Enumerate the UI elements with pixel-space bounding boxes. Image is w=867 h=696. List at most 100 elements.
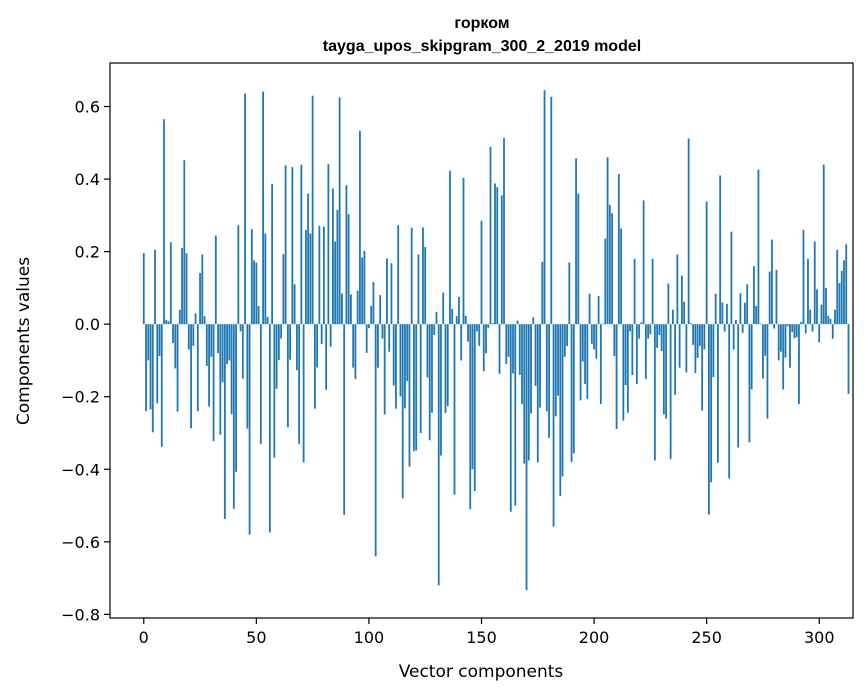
bar-173 — [532, 317, 535, 325]
bar-112 — [395, 324, 397, 409]
bar-167 — [518, 324, 521, 375]
bar-3 — [149, 324, 152, 410]
bar-4 — [151, 324, 154, 433]
bar-247 — [699, 324, 701, 346]
bar-292 — [800, 322, 803, 325]
bar-265 — [739, 293, 742, 325]
bar-154 — [489, 146, 492, 325]
bar-230 — [660, 324, 663, 352]
bar-242 — [687, 138, 690, 325]
bar-221 — [640, 322, 643, 325]
bar-259 — [726, 303, 728, 325]
bar-189 — [568, 262, 571, 325]
bar-252 — [710, 324, 713, 483]
bar-series — [142, 90, 850, 591]
bar-206 — [606, 157, 609, 325]
bar-312 — [845, 244, 848, 325]
bar-256 — [719, 175, 722, 325]
bar-264 — [737, 324, 740, 448]
bar-241 — [685, 324, 688, 373]
x-tick-label: 150 — [466, 628, 497, 647]
bar-307 — [834, 309, 836, 325]
bar-89 — [343, 324, 346, 515]
bar-226 — [651, 258, 654, 325]
bar-181 — [550, 96, 553, 325]
x-axis: 0 50 100 150 200 250 300 — [139, 618, 835, 647]
bar-77 — [316, 324, 319, 368]
bar-119 — [410, 227, 413, 325]
bar-71 — [302, 324, 305, 463]
bar-311 — [843, 260, 845, 325]
bar-73 — [307, 193, 310, 325]
bar-260 — [728, 324, 731, 479]
bar-55 — [266, 316, 269, 325]
bar-53 — [262, 91, 264, 325]
bar-287 — [789, 324, 791, 368]
bar-83 — [329, 324, 332, 347]
bar-44 — [241, 324, 244, 379]
bar-244 — [692, 324, 695, 345]
x-tick-label: 200 — [579, 628, 610, 647]
bar-149 — [478, 324, 481, 346]
bar-7 — [158, 324, 161, 357]
bar-178 — [543, 90, 546, 325]
bar-166 — [516, 320, 519, 325]
bar-75 — [311, 95, 314, 325]
bar-196 — [584, 324, 586, 385]
bar-203 — [599, 324, 602, 404]
bar-233 — [667, 283, 670, 325]
bar-294 — [804, 324, 807, 334]
bar-82 — [327, 164, 330, 325]
bar-137 — [451, 308, 454, 325]
bar-116 — [404, 324, 406, 409]
y-tick-label: −0.4 — [61, 460, 100, 479]
bar-222 — [642, 200, 645, 325]
bar-313 — [847, 324, 850, 394]
bar-97 — [361, 257, 364, 325]
bar-209 — [613, 324, 616, 357]
bar-34 — [219, 324, 222, 435]
bar-38 — [228, 324, 231, 361]
bar-69 — [298, 324, 301, 444]
x-tick-label: 300 — [804, 628, 835, 647]
bar-31 — [212, 324, 215, 441]
bar-308 — [836, 249, 839, 325]
bar-273 — [757, 169, 760, 325]
bar-277 — [766, 324, 769, 419]
bar-205 — [604, 238, 607, 325]
bar-13 — [172, 324, 174, 344]
bar-227 — [653, 324, 656, 461]
bar-151 — [482, 324, 485, 372]
bar-37 — [226, 324, 228, 365]
bar-165 — [514, 324, 517, 506]
bar-199 — [590, 324, 593, 344]
bar-131 — [437, 324, 440, 586]
x-tick-label: 0 — [139, 628, 149, 647]
bar-157 — [496, 187, 499, 325]
bar-141 — [460, 324, 463, 361]
bar-258 — [723, 324, 726, 332]
bar-146 — [471, 324, 474, 470]
bar-145 — [469, 324, 472, 510]
bar-158 — [498, 324, 501, 374]
bar-80 — [322, 226, 325, 325]
chart-title-line-2: tayga_upos_skipgram_300_2_2019 model — [323, 38, 641, 55]
bar-81 — [325, 324, 328, 390]
bar-276 — [764, 324, 767, 356]
bar-57 — [271, 183, 274, 325]
bar-297 — [811, 324, 814, 332]
bar-192 — [575, 158, 577, 325]
x-tick-label: 250 — [691, 628, 722, 647]
bar-176 — [539, 324, 541, 408]
bar-269 — [748, 324, 751, 443]
bar-282 — [777, 324, 780, 361]
bar-163 — [509, 324, 512, 512]
bar-171 — [527, 324, 530, 461]
bar-49 — [253, 260, 255, 325]
bar-309 — [838, 283, 841, 325]
bar-23 — [194, 313, 197, 325]
bar-214 — [624, 324, 627, 386]
bar-91 — [347, 214, 350, 325]
bar-177 — [541, 261, 544, 325]
bar-249 — [703, 324, 706, 350]
